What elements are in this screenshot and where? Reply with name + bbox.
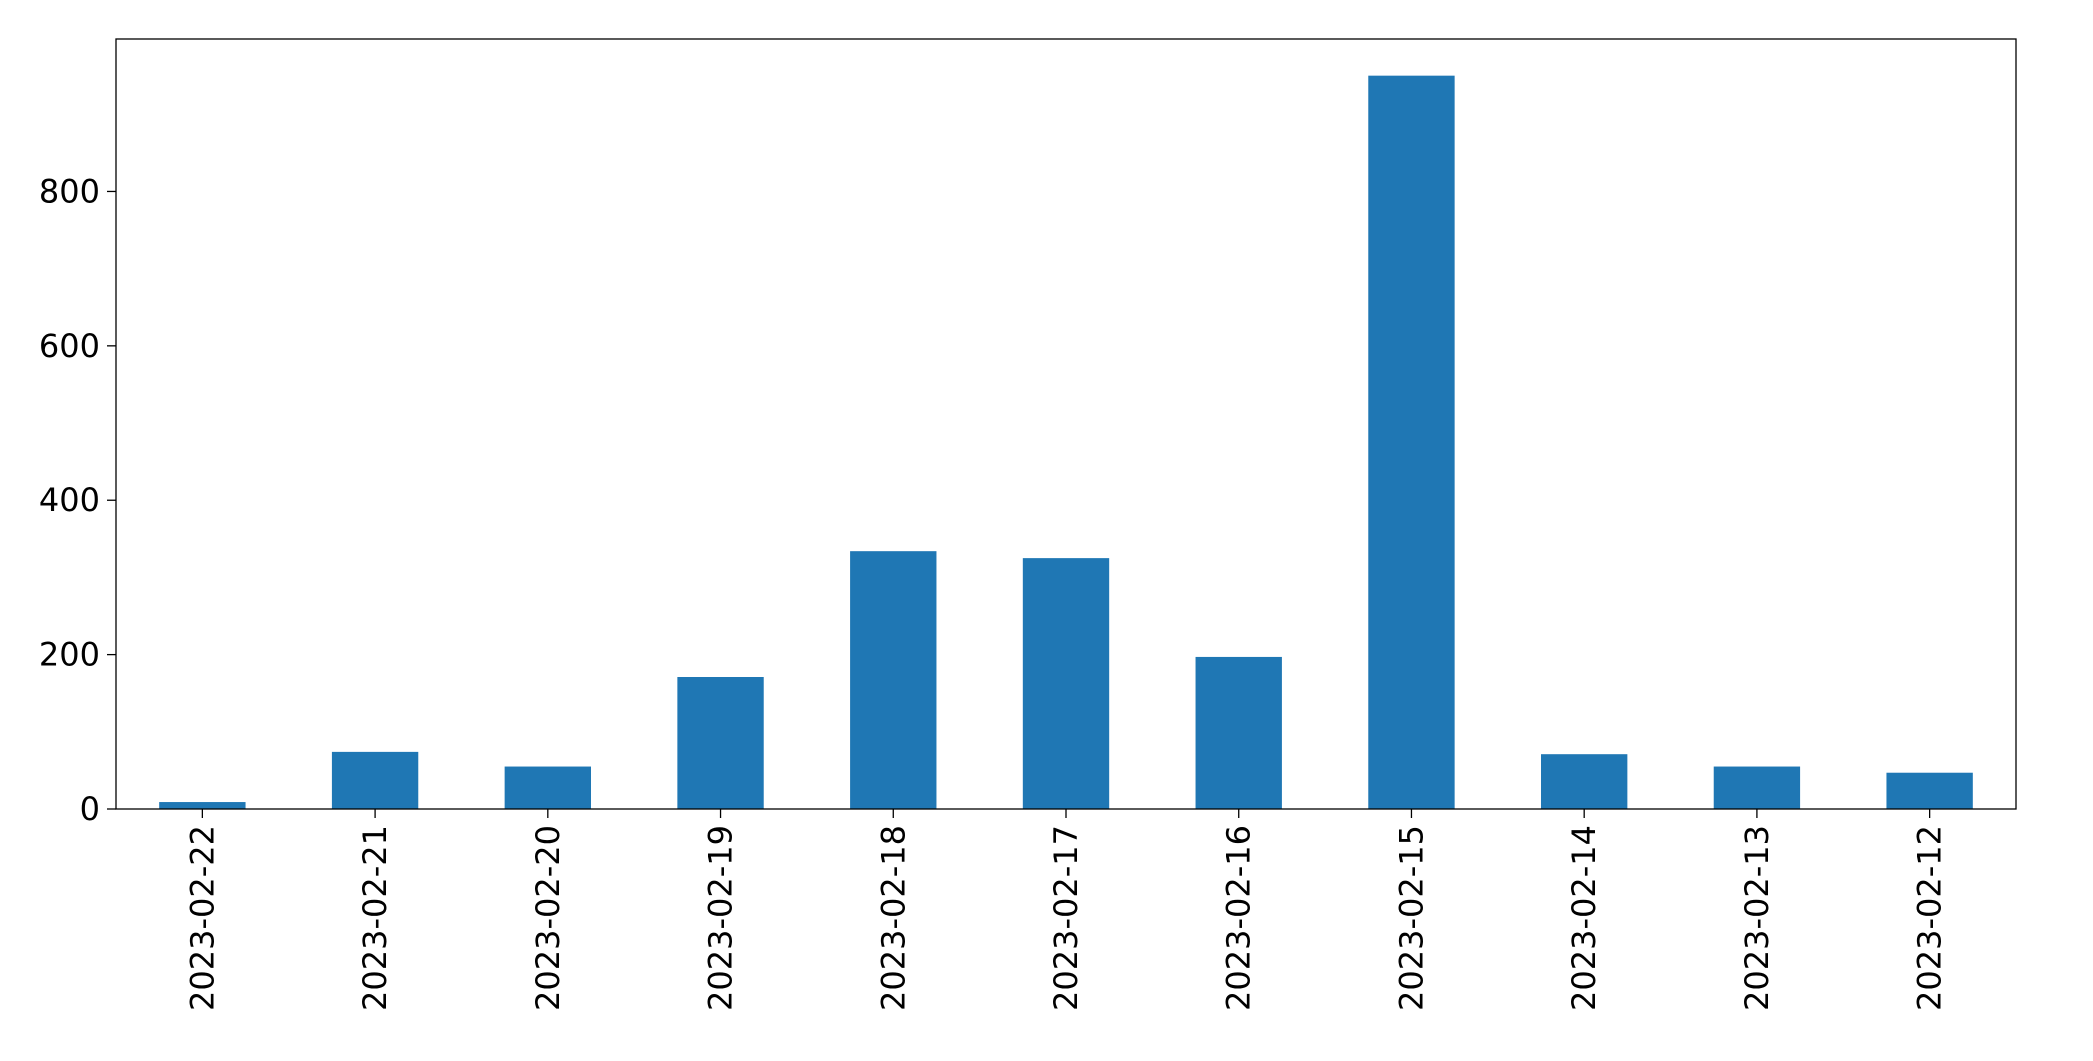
bar: [677, 677, 764, 809]
y-tick-label: 800: [39, 172, 100, 210]
bar: [159, 802, 246, 809]
bar: [504, 766, 591, 809]
y-tick-label: 200: [39, 636, 100, 674]
x-tick-label: 2023-02-16: [1220, 825, 1258, 1011]
bar: [1541, 754, 1628, 809]
x-tick-label: 2023-02-13: [1738, 825, 1776, 1011]
y-tick-label: 600: [39, 327, 100, 365]
bar: [1886, 772, 1973, 809]
x-tick-label: 2023-02-18: [874, 825, 912, 1011]
x-tick-label: 2023-02-22: [183, 825, 221, 1011]
bar: [1713, 766, 1801, 809]
x-tick-label: 2023-02-14: [1565, 825, 1603, 1011]
bar: [1022, 558, 1110, 809]
y-tick-label: 0: [80, 790, 100, 828]
bar: [850, 551, 937, 809]
x-tick-label: 2023-02-15: [1392, 825, 1430, 1011]
x-tick-label: 2023-02-12: [1911, 825, 1949, 1011]
plot-frame: [115, 38, 2017, 810]
bar: [1195, 656, 1282, 809]
x-tick-label: 2023-02-19: [702, 825, 740, 1011]
bar: [1368, 75, 1455, 809]
x-tick-label: 2023-02-17: [1047, 825, 1085, 1011]
x-tick-label: 2023-02-21: [356, 825, 394, 1011]
x-tick-label: 2023-02-20: [529, 825, 567, 1011]
bar: [331, 751, 419, 809]
y-tick-label: 400: [39, 481, 100, 519]
